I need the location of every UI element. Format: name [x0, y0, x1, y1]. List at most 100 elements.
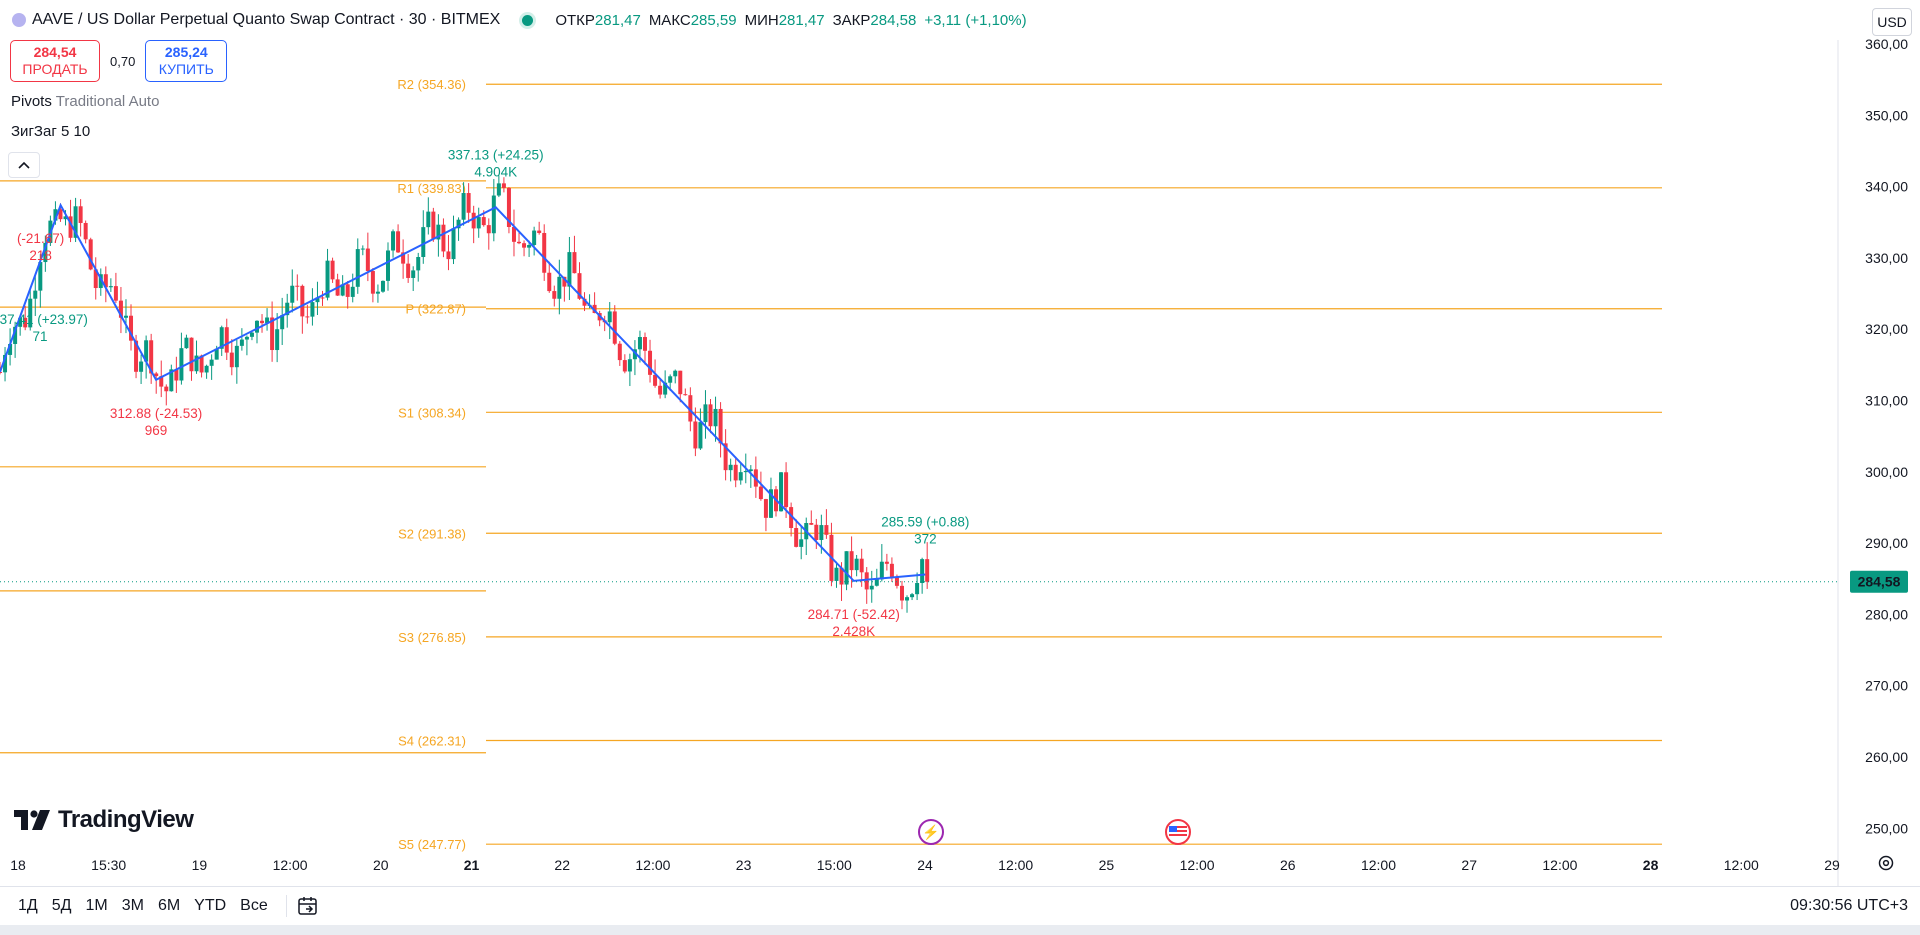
zigzag-volume-label: 2.428K	[832, 624, 875, 639]
candle-body	[426, 211, 431, 228]
candle-body	[632, 349, 637, 360]
x-tick-label: 12:00	[1542, 857, 1577, 873]
candle-body	[144, 340, 149, 362]
candle-body	[693, 421, 698, 449]
candle-body	[113, 286, 118, 301]
gear-icon[interactable]	[1876, 853, 1896, 873]
candle-body	[78, 206, 83, 223]
x-tick-label: 15:00	[817, 857, 852, 873]
x-tick-label: 26	[1280, 857, 1296, 873]
candle-body	[93, 269, 98, 289]
candle-body	[305, 316, 310, 318]
candle-body	[28, 298, 33, 328]
candle-body	[698, 422, 703, 449]
candle-body	[290, 285, 295, 303]
x-tick-label: 12:00	[1180, 857, 1215, 873]
y-tick-label: 360,00	[1865, 36, 1908, 52]
x-tick-label: 23	[736, 857, 752, 873]
candle-body	[547, 272, 552, 292]
last-price-badge	[1850, 570, 1908, 593]
candle-body	[688, 395, 693, 422]
chevron-up-icon	[18, 161, 30, 169]
candle-body	[396, 231, 401, 253]
candle-body	[88, 239, 93, 270]
candle-body	[244, 336, 249, 340]
candle-body	[653, 374, 658, 386]
range-5d-button[interactable]: 5Д	[51, 897, 72, 914]
candle-body	[768, 489, 773, 518]
candle-body	[642, 337, 647, 351]
candle-body	[718, 408, 723, 444]
collapse-legend-button[interactable]	[8, 152, 40, 178]
candle-body	[491, 195, 496, 234]
candle-body	[733, 464, 738, 481]
candle-body	[527, 245, 532, 248]
candle-body	[159, 376, 164, 387]
x-tick-label: 29	[1824, 857, 1840, 873]
currency-selector[interactable]: USD	[1872, 8, 1912, 36]
sell-button[interactable]: 284,54 ПРОДАТЬ	[10, 40, 100, 82]
candle-body	[18, 317, 23, 327]
candle-body	[310, 302, 315, 317]
clock-display[interactable]: 09:30:56 UTC+3	[1790, 897, 1908, 914]
range-1m-button[interactable]: 1М	[85, 897, 108, 914]
candle-body	[713, 408, 718, 427]
candle-body	[345, 284, 350, 297]
tradingview-logo[interactable]: TradingView	[14, 806, 194, 834]
x-tick-label: 12:00	[635, 857, 670, 873]
zigzag-label: 337.13 (+24.25)	[448, 147, 544, 162]
candle-body	[708, 404, 713, 427]
buy-price: 285,24	[164, 44, 208, 60]
candle-body	[98, 274, 103, 289]
candle-body	[380, 280, 385, 292]
candle-body	[275, 329, 280, 351]
y-tick-label: 280,00	[1865, 606, 1908, 622]
x-tick-label: 12:00	[998, 857, 1033, 873]
pivot-label: R2 (354.36)	[397, 77, 466, 92]
y-tick-label: 320,00	[1865, 321, 1908, 337]
sell-price: 284,54	[33, 44, 77, 60]
range-ytd-button[interactable]: YTD	[194, 897, 227, 914]
close-label: ЗАКР	[832, 11, 871, 29]
candle-body	[557, 276, 562, 299]
candle-body	[824, 525, 829, 535]
candle-body	[13, 326, 18, 344]
candle-body	[446, 251, 451, 260]
candle-body	[8, 343, 13, 355]
symbol-title[interactable]: AAVE / US Dollar Perpetual Quanto Swap C…	[32, 11, 501, 28]
x-tick-label: 12:00	[1361, 857, 1396, 873]
range-3m-button[interactable]: 3М	[121, 897, 144, 914]
candle-body	[224, 327, 229, 353]
candle-body	[73, 206, 78, 238]
candle-body	[522, 243, 527, 248]
pivots-legend[interactable]: Pivots Traditional Auto	[11, 93, 159, 110]
candle-body	[254, 320, 259, 333]
candle-body	[738, 472, 743, 481]
candle-body	[592, 304, 597, 314]
candle-body	[285, 302, 290, 316]
candle-body	[789, 507, 794, 529]
us-flag-event-icon[interactable]	[1165, 819, 1191, 845]
zigzag-legend[interactable]: ЗигЗаг 5 10	[11, 123, 90, 140]
x-tick-label: 12:00	[1724, 857, 1759, 873]
lightning-event-icon[interactable]: ⚡	[918, 819, 944, 845]
candle-body	[209, 359, 214, 366]
candle-body	[466, 193, 471, 213]
pivot-label: R1 (339.83)	[397, 181, 466, 196]
candle-body	[743, 471, 748, 473]
last-price-label: 284,58	[1858, 574, 1901, 590]
candle-body	[370, 270, 375, 294]
date-range-calendar-icon[interactable]	[297, 895, 319, 917]
buy-button[interactable]: 285,24 КУПИТЬ	[145, 40, 228, 82]
range-1d-button[interactable]: 1Д	[18, 897, 38, 914]
range-all-button[interactable]: Все	[240, 897, 268, 914]
zigzag-label: 337.41 (+23.97)	[0, 312, 88, 327]
candle-body	[925, 559, 930, 582]
candle-body	[703, 404, 708, 423]
range-6m-button[interactable]: 6М	[157, 897, 181, 914]
candle-body	[340, 284, 345, 296]
candle-body	[884, 561, 889, 564]
candle-body	[517, 241, 522, 244]
candle-body	[199, 355, 204, 373]
price-chart[interactable]: R2 (354.36) R1 (339.83) P (322.87) S1 (308.…	[0, 0, 1920, 886]
